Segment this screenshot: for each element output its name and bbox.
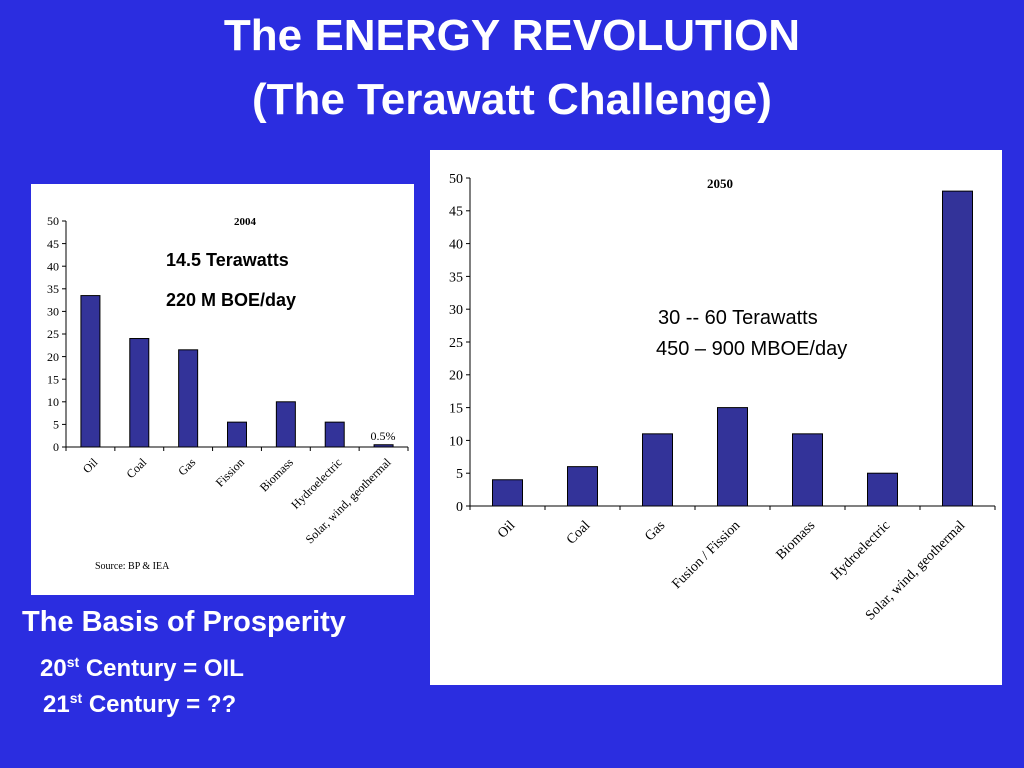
chart-2004-x-label: Coal [123, 455, 149, 481]
century-21-number: 21 [43, 691, 70, 718]
chart-2004-y-tick-label: 45 [47, 237, 59, 251]
chart-2050-x-label: Biomass [774, 518, 819, 563]
chart-2004-x-label: Fission [213, 455, 247, 489]
chart-2050-bar [642, 433, 673, 507]
chart-2004-x-label: Solar, wind, geothermal [303, 455, 395, 547]
century-20-text: Century = OIL [79, 655, 244, 682]
chart-2004-bar [373, 444, 394, 448]
chart-2050-x-label: Hydroelectric [828, 518, 893, 583]
century-21-text: Century = ?? [82, 691, 237, 718]
chart-2004-x-label: Biomass [257, 455, 296, 494]
chart-2004-bar [275, 401, 296, 448]
chart-2004-y-tick-label: 15 [47, 372, 59, 386]
century-20-line: 20st Century = OIL [40, 654, 244, 683]
chart-2050-y-tick-label: 35 [449, 270, 463, 285]
chart-2050-y-tick-label: 25 [449, 336, 463, 351]
slide-title-line-2: (The Terawatt Challenge) [252, 75, 772, 124]
chart-2050-bar [492, 479, 523, 507]
chart-2004-x-label: Oil [80, 455, 101, 476]
slide-title-line-1: The ENERGY REVOLUTION [223, 11, 801, 60]
chart-2004-y-tick-label: 30 [47, 305, 59, 319]
chart-2050-boe-annotation: 450 – 900 MBOE/day [656, 338, 847, 360]
chart-2050: 0 5 10 15 20 25 30 35 40 45 50 Oil Coal Gas Fusion / F… [449, 172, 996, 624]
chart-2004-y-tick-label: 35 [47, 282, 59, 296]
century-21-suffix: st [69, 690, 83, 706]
chart-2004-y-tick-label: 10 [47, 395, 59, 409]
chart-2004-boe-annotation: 220 M BOE/day [166, 290, 296, 310]
chart-2050-bar [567, 466, 598, 507]
chart-2004-bar [129, 338, 150, 448]
chart-2004-panel: 0 5 10 15 20 25 30 35 40 45 50 Oil Coal Gas Fission Bio… [31, 184, 414, 595]
chart-2050-bar [792, 433, 823, 507]
chart-2004-y-tick-label: 5 [53, 418, 59, 432]
chart-2050-y-tick-label: 5 [456, 467, 463, 482]
chart-2004-bar [227, 421, 247, 448]
chart-2050-y-tick-label: 45 [449, 205, 463, 220]
chart-2004-x-label: Gas [175, 455, 198, 478]
chart-2050-x-label: Gas [642, 518, 668, 544]
century-20-suffix: st [66, 654, 80, 670]
chart-2050-y-tick-label: 15 [449, 402, 463, 417]
chart-2004-terawatts-annotation: 14.5 Terawatts [166, 250, 289, 270]
chart-2004-title: 2004 [234, 216, 257, 228]
chart-2004-y-tick-label: 0 [53, 440, 59, 454]
chart-2050-x-label: Oil [495, 518, 518, 541]
chart-2004-y-tick-label: 40 [47, 259, 59, 273]
chart-2050-y-tick-label: 0 [456, 500, 463, 515]
chart-2050-panel: 0 5 10 15 20 25 30 35 40 45 50 Oil Coal Gas Fusion / F… [430, 150, 1002, 685]
chart-2050-title: 2050 [707, 176, 733, 191]
chart-2050-y-tick-label: 50 [449, 172, 463, 187]
chart-2050-y-tick-label: 30 [449, 303, 463, 318]
chart-2004-bar [324, 421, 345, 448]
chart-2050-y-tick-label: 40 [449, 238, 463, 253]
chart-2004-bar [80, 295, 101, 448]
prosperity-heading: The Basis of Prosperity [22, 606, 346, 638]
chart-2004-source: Source: BP & IEA [95, 561, 170, 572]
chart-2004-y-tick-label: 25 [47, 327, 59, 341]
chart-2004-last-bar-label: 0.5% [371, 429, 396, 443]
century-21-line: 21st Century = ?? [43, 690, 236, 719]
chart-2004: 0 5 10 15 20 25 30 35 40 45 50 Oil Coal Gas Fission Bio… [47, 214, 409, 572]
chart-2004-y-tick-label: 20 [47, 350, 59, 364]
chart-2050-x-label: Fusion / Fission [669, 518, 743, 592]
chart-2004-bar [178, 349, 199, 448]
century-20-number: 20 [40, 655, 67, 682]
chart-2050-bar [717, 407, 748, 507]
chart-2050-x-label: Coal [564, 518, 593, 547]
chart-2050-bar [942, 190, 973, 507]
chart-2004-y-tick-label: 50 [47, 214, 59, 228]
chart-2050-terawatts-annotation: 30 -- 60 Terawatts [658, 307, 818, 329]
chart-2050-bar [867, 472, 898, 507]
chart-2050-y-tick-label: 10 [449, 434, 463, 449]
chart-2050-y-tick-label: 20 [449, 369, 463, 384]
